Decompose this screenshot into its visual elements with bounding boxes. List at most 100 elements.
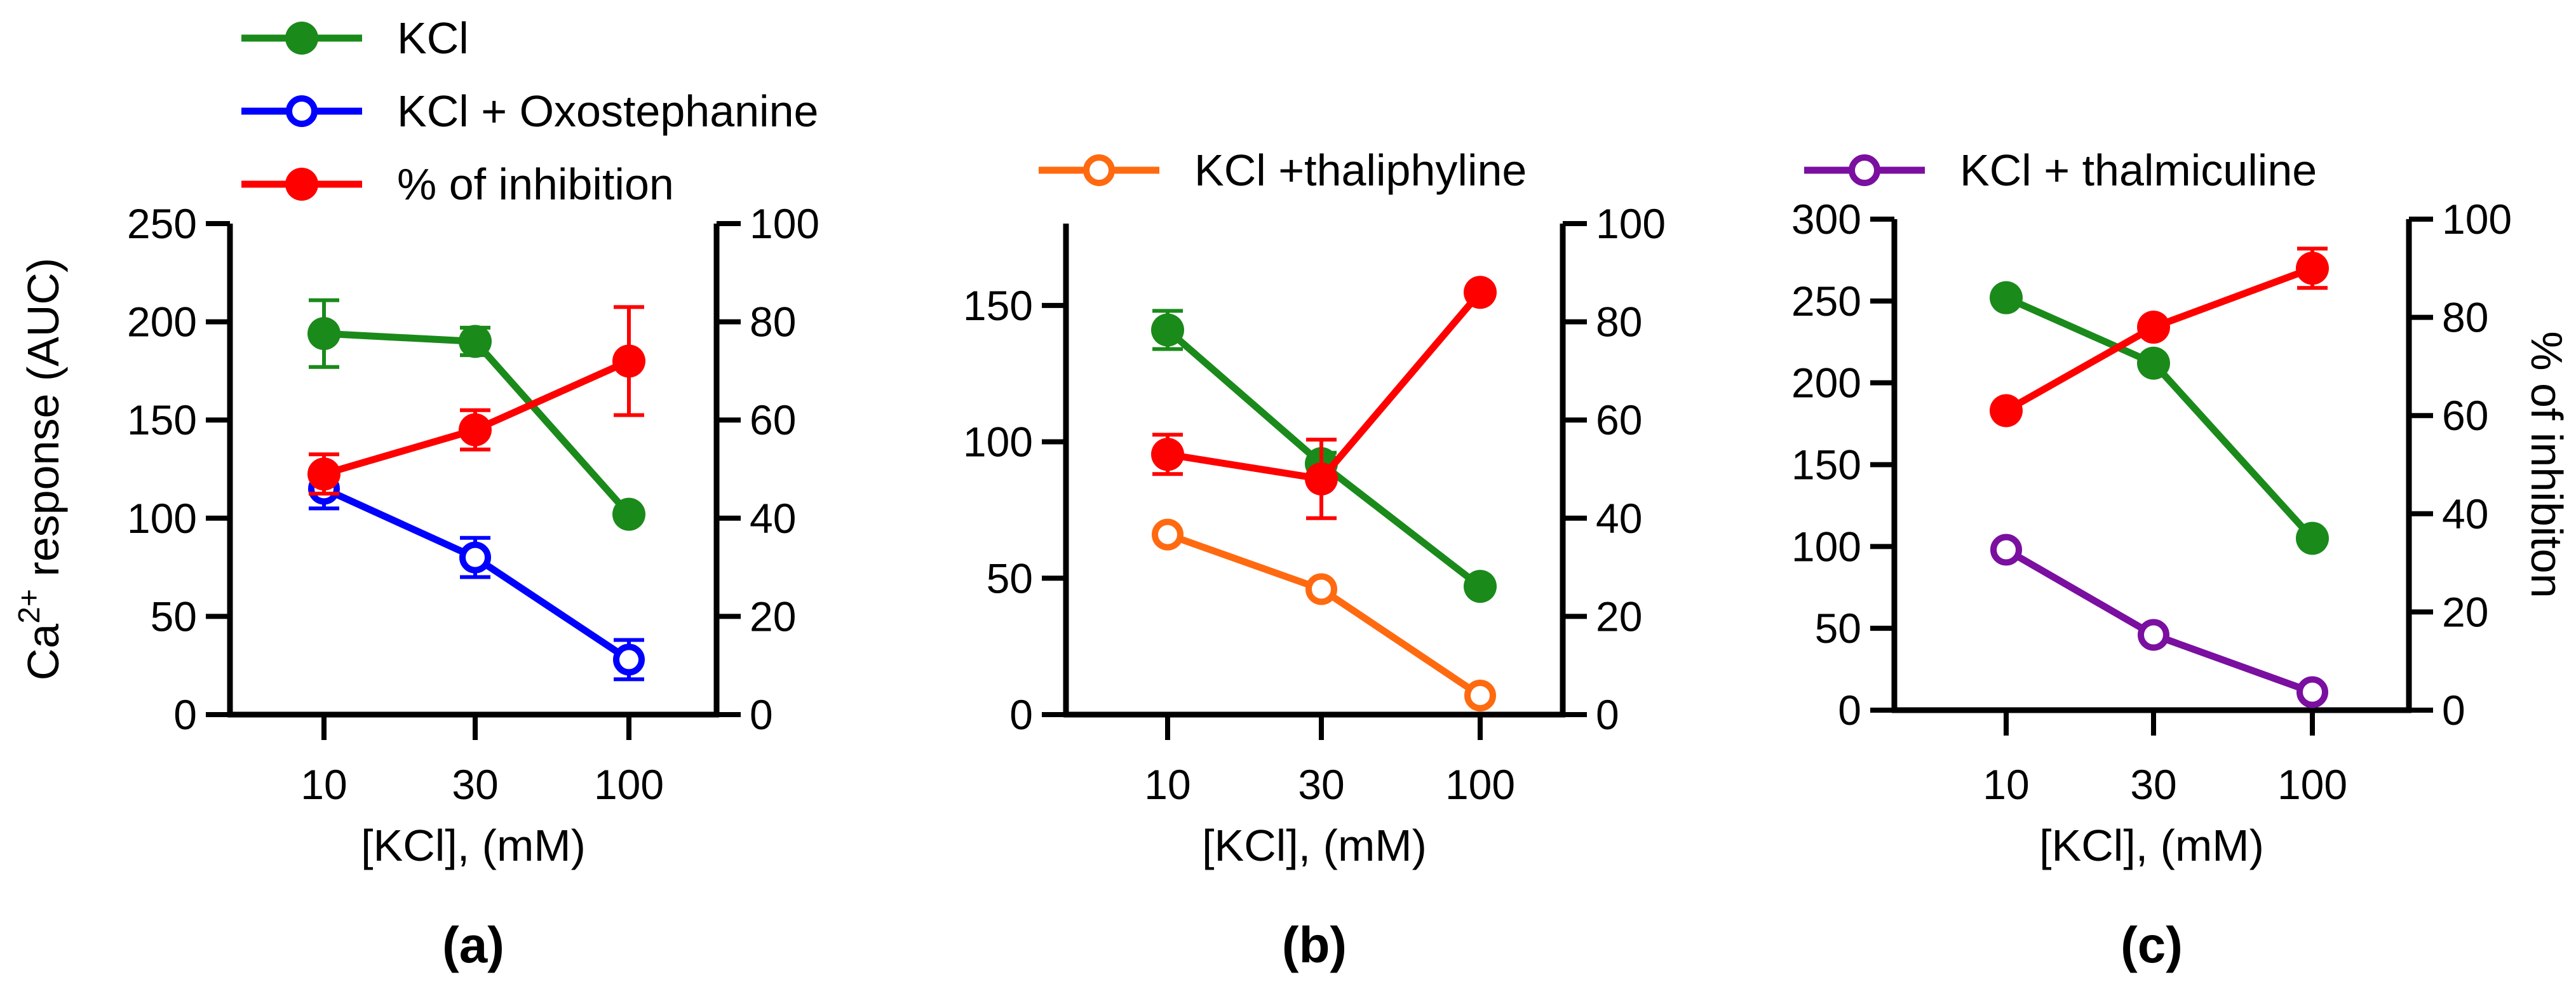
y2-axis-title: % of inhibiton	[2522, 331, 2572, 598]
right-y-tick-label: 20	[750, 593, 796, 640]
right-y-tick-label: 0	[750, 691, 773, 738]
right-y-tick-label: 80	[2442, 294, 2488, 341]
legend-entry: KCl + thalmiculine	[1804, 145, 2317, 195]
data-point	[1464, 679, 1496, 711]
right-y-tick-label: 40	[750, 495, 796, 542]
data-point	[2296, 676, 2328, 708]
panel-label: (c)	[2121, 917, 2183, 973]
legend-marker	[1083, 154, 1115, 186]
panel-c: 0 50 100 150 200 250 300 0 20 40 60 80 100 10 30 100 [KC…	[1791, 145, 2572, 973]
data-point	[459, 413, 492, 447]
x-tick-label: 30	[2130, 761, 2176, 808]
right-y-tick-label: 40	[2442, 490, 2488, 537]
data-point	[1464, 570, 1497, 603]
legend-marker	[285, 168, 318, 201]
data-point	[612, 344, 645, 378]
data-point	[307, 457, 341, 491]
series--of-inhibition	[1151, 276, 1497, 520]
data-point	[612, 497, 645, 531]
right-y-tick-label: 60	[2442, 392, 2488, 439]
series-kcl	[307, 298, 645, 531]
series--of-inhibition	[307, 305, 645, 496]
series-kcl-oxostephanine	[308, 467, 645, 682]
right-y-tick-label: 0	[1596, 691, 1619, 738]
x-axis-title: [KCl], (mM)	[1202, 821, 1427, 870]
right-y-tick-label: 80	[1596, 299, 1642, 346]
data-point	[2137, 311, 2170, 344]
left-y-tick-label: 150	[963, 282, 1033, 329]
left-y-tick-label: 50	[151, 593, 197, 640]
y-axis-title: Ca2+ response (AUC)	[13, 258, 68, 681]
right-y-tick-label: 40	[1596, 495, 1642, 542]
x-tick-label: 30	[452, 761, 498, 808]
right-y-tick-label: 60	[1596, 396, 1642, 443]
data-point	[459, 541, 491, 574]
data-point	[1305, 573, 1337, 605]
data-point	[1305, 462, 1338, 495]
x-tick-label: 10	[1144, 761, 1190, 808]
panel-label: (a)	[442, 917, 504, 973]
y-axis-title-base: Ca	[18, 624, 68, 681]
right-y-tick-label: 60	[750, 396, 796, 443]
legend-marker	[286, 95, 318, 127]
left-y-tick-label: 0	[173, 691, 197, 738]
legend-marker	[1849, 154, 1880, 186]
left-y-tick-label: 0	[1009, 691, 1033, 738]
data-point	[1464, 276, 1497, 309]
right-y-tick-label: 0	[2442, 687, 2465, 734]
series-kcl	[1990, 281, 2329, 555]
x-tick-label: 30	[1298, 761, 1344, 808]
legend-label: KCl + Oxostephanine	[397, 86, 818, 136]
data-point	[2296, 252, 2329, 285]
x-tick-label: 100	[594, 761, 664, 808]
right-y-tick-label: 80	[750, 299, 796, 346]
data-point	[459, 325, 492, 358]
x-tick-label: 10	[1983, 761, 2029, 808]
legend-entry: KCl +thaliphyline	[1039, 145, 1527, 195]
legend-label: % of inhibition	[397, 159, 674, 209]
left-y-tick-label: 200	[127, 299, 197, 346]
left-y-tick-label: 100	[963, 419, 1033, 466]
left-y-tick-label: 100	[1791, 523, 1861, 570]
x-tick-label: 100	[2277, 761, 2347, 808]
data-point	[1151, 313, 1184, 347]
left-y-tick-label: 50	[987, 555, 1033, 602]
legend-marker	[285, 22, 318, 55]
left-y-tick-label: 150	[127, 396, 197, 443]
data-point	[307, 317, 341, 351]
left-y-tick-label: 100	[127, 495, 197, 542]
legend-label: KCl	[397, 13, 469, 63]
series-kcl-thaliphyline	[1152, 518, 1496, 711]
x-tick-label: 100	[1445, 761, 1515, 808]
right-y-tick-label: 20	[2442, 588, 2488, 635]
series-line	[1166, 531, 1483, 699]
y-axis-title-sup: 2+	[13, 589, 46, 624]
series--of-inhibition	[1990, 246, 2329, 427]
data-point	[2137, 346, 2170, 380]
data-point	[1152, 518, 1183, 551]
left-y-tick-label: 150	[1791, 441, 1861, 488]
legend-entry: KCl + Oxostephanine	[241, 86, 818, 136]
data-point	[1990, 394, 2023, 427]
left-y-tick-label: 50	[1815, 605, 1861, 652]
legend-entry: KCl	[241, 13, 469, 63]
data-point	[1990, 534, 2022, 566]
data-point	[1151, 438, 1184, 471]
left-y-tick-label: 0	[1838, 687, 1861, 734]
panel-label: (b)	[1282, 917, 1347, 973]
left-y-tick-label: 200	[1791, 360, 1861, 407]
data-point	[2138, 619, 2169, 651]
right-y-tick-label: 100	[750, 200, 819, 247]
x-tick-label: 10	[300, 761, 347, 808]
series-kcl-thalmiculine	[1990, 534, 2328, 708]
data-point	[613, 643, 645, 676]
panel-b: 0 50 100 150 0 20 40 60 80 100 10 30 100 [KCl], (mM) (…	[963, 145, 1666, 973]
legend-entry: % of inhibition	[241, 159, 674, 209]
left-y-tick-label: 250	[127, 200, 197, 247]
data-point	[1990, 281, 2023, 314]
left-y-tick-label: 250	[1791, 278, 1861, 325]
legend-label: KCl + thalmiculine	[1960, 145, 2317, 195]
legend-label: KCl +thaliphyline	[1194, 145, 1527, 195]
